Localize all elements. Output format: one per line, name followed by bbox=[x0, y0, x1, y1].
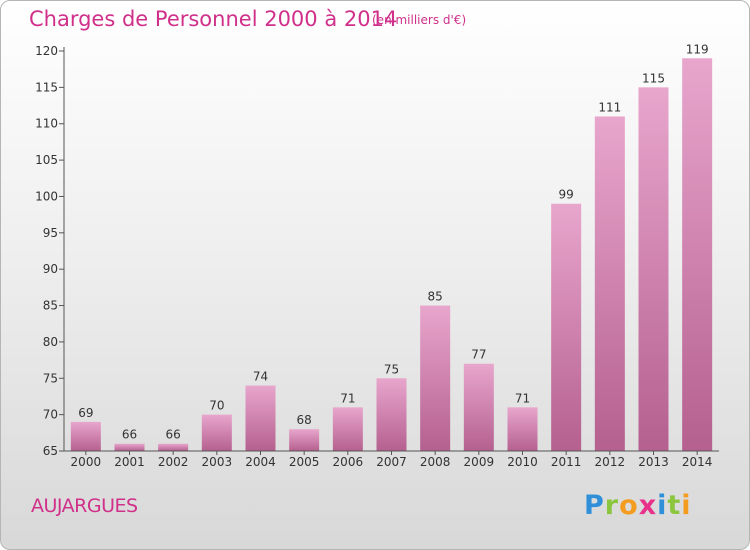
bar bbox=[70, 421, 101, 451]
bar-value-label: 85 bbox=[428, 290, 443, 304]
x-tick-label: 2011 bbox=[551, 455, 582, 469]
bar-value-label: 69 bbox=[78, 406, 93, 420]
bar bbox=[158, 443, 189, 451]
logo-letter: o bbox=[619, 490, 639, 521]
x-tick-label: 2000 bbox=[71, 455, 102, 469]
logo-letter: P bbox=[584, 490, 605, 521]
y-tick-label: 115 bbox=[35, 80, 58, 94]
y-tick-label: 70 bbox=[43, 408, 58, 422]
x-tick-label: 2010 bbox=[507, 455, 538, 469]
bar-value-label: 99 bbox=[559, 188, 574, 202]
bar bbox=[245, 385, 276, 451]
logo-letter: r bbox=[604, 490, 620, 521]
bar-value-label: 74 bbox=[253, 370, 268, 384]
y-tick-label: 85 bbox=[43, 299, 58, 313]
bar-value-label: 111 bbox=[598, 100, 621, 114]
x-tick-label: 2008 bbox=[420, 455, 451, 469]
y-tick-label: 120 bbox=[35, 44, 58, 58]
chart-title: Charges de Personnel 2000 à 2014 bbox=[29, 7, 398, 31]
x-tick-label: 2014 bbox=[682, 455, 713, 469]
x-tick-label: 2013 bbox=[638, 455, 669, 469]
bar-value-label: 119 bbox=[686, 42, 709, 56]
x-tick-label: 2001 bbox=[114, 455, 145, 469]
bar-value-label: 71 bbox=[515, 391, 530, 405]
bar-value-label: 70 bbox=[209, 399, 224, 413]
bar bbox=[114, 443, 145, 451]
town-name: AUJARGUES bbox=[31, 495, 138, 517]
x-tick-label: 2012 bbox=[595, 455, 626, 469]
logo-letter: i bbox=[657, 490, 668, 521]
bar bbox=[376, 378, 407, 451]
logo-letter: i bbox=[681, 490, 692, 521]
y-tick-label: 100 bbox=[35, 189, 58, 203]
bar-value-label: 66 bbox=[122, 428, 137, 442]
x-tick-label: 2004 bbox=[245, 455, 276, 469]
bar-value-label: 68 bbox=[297, 413, 312, 427]
bar bbox=[507, 407, 538, 451]
y-tick-label: 90 bbox=[43, 262, 58, 276]
x-tick-label: 2009 bbox=[464, 455, 495, 469]
x-tick-label: 2002 bbox=[158, 455, 189, 469]
y-tick-label: 105 bbox=[35, 153, 58, 167]
bar-value-label: 66 bbox=[166, 428, 181, 442]
bar bbox=[594, 116, 625, 452]
bar bbox=[551, 203, 582, 451]
logo-letter: t bbox=[667, 490, 682, 521]
bar bbox=[201, 414, 232, 451]
bar-value-label: 77 bbox=[471, 348, 486, 362]
bar-value-label: 75 bbox=[384, 362, 399, 376]
y-tick-label: 110 bbox=[35, 117, 58, 131]
y-tick-label: 80 bbox=[43, 335, 58, 349]
bar bbox=[420, 305, 451, 451]
proxiti-logo: Proxiti bbox=[584, 490, 692, 521]
x-tick-label: 2006 bbox=[333, 455, 364, 469]
y-tick-label: 65 bbox=[43, 444, 58, 458]
y-tick-label: 75 bbox=[43, 371, 58, 385]
bar bbox=[332, 407, 363, 451]
bar bbox=[682, 58, 713, 451]
x-tick-label: 2005 bbox=[289, 455, 320, 469]
x-tick-label: 2003 bbox=[202, 455, 233, 469]
logo-letter: x bbox=[638, 490, 658, 521]
bar-value-label: 71 bbox=[340, 391, 355, 405]
bar bbox=[463, 363, 494, 451]
y-tick-label: 95 bbox=[43, 226, 58, 240]
chart-subtitle: (en milliers d'€) bbox=[372, 13, 467, 27]
bar-value-label: 115 bbox=[642, 71, 665, 85]
bar bbox=[638, 87, 669, 451]
x-tick-label: 2007 bbox=[376, 455, 407, 469]
bar bbox=[289, 429, 320, 451]
